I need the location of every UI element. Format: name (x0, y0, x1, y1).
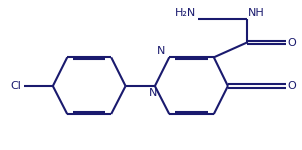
Text: NH: NH (248, 8, 265, 18)
Text: N: N (149, 88, 158, 98)
Text: Cl: Cl (11, 81, 21, 91)
Text: H₂N: H₂N (175, 8, 197, 18)
Text: O: O (287, 38, 296, 48)
Text: O: O (287, 81, 296, 91)
Text: N: N (157, 46, 166, 56)
